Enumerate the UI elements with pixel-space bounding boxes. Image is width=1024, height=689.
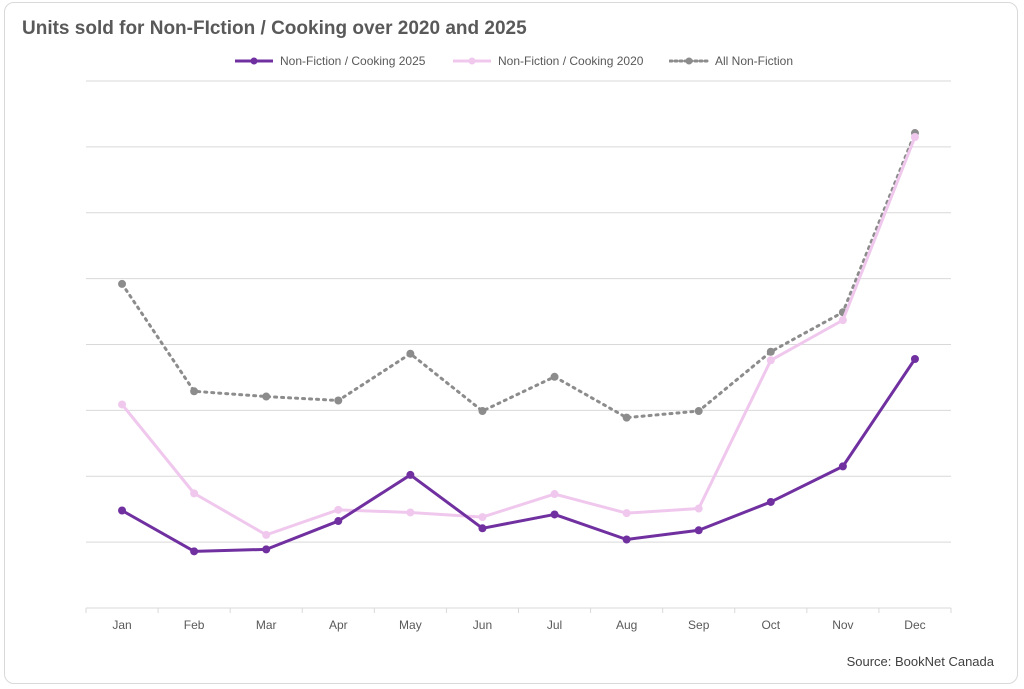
x-tick-label: Nov <box>832 618 853 632</box>
legend-label-2020: Non-Fiction / Cooking 2020 <box>498 54 644 68</box>
data-point-all-nonfiction <box>622 413 631 422</box>
x-tick-label: Oct <box>761 618 780 632</box>
data-point-2020 <box>334 505 343 514</box>
legend-label-all-nonfiction: All Non-Fiction <box>715 54 794 68</box>
data-point-all-nonfiction <box>262 392 271 401</box>
x-tick-label: May <box>399 618 422 632</box>
data-point-all-nonfiction <box>118 279 127 288</box>
data-point-2025 <box>478 524 487 533</box>
x-tick-label: Dec <box>904 618 925 632</box>
data-point-2020 <box>118 400 127 409</box>
data-point-2020 <box>766 356 775 365</box>
x-tick-label: Jul <box>547 618 562 632</box>
data-point-2025 <box>694 526 703 535</box>
legend-item-2025: Non-Fiction / Cooking 2025 <box>234 51 425 71</box>
data-point-all-nonfiction <box>550 372 559 381</box>
data-point-2020 <box>478 513 487 522</box>
data-point-2020 <box>694 504 703 513</box>
data-point-2025 <box>838 462 847 471</box>
x-tick-label: Jun <box>473 618 492 632</box>
data-point-2025 <box>118 506 127 515</box>
data-point-2025 <box>190 547 199 556</box>
data-point-2025 <box>262 545 271 554</box>
data-point-all-nonfiction <box>190 387 199 396</box>
data-point-2025 <box>334 517 343 526</box>
data-point-2020 <box>622 509 631 518</box>
legend-swatch-all-nonfiction <box>669 57 709 65</box>
x-tick-label: Mar <box>256 618 277 632</box>
x-tick-label: Sep <box>688 618 710 632</box>
data-point-2020 <box>550 490 559 499</box>
x-tick-label: Feb <box>184 618 205 632</box>
data-point-2025 <box>622 535 631 544</box>
legend: Non-Fiction / Cooking 2025 Non-Fiction /… <box>0 51 1024 71</box>
source-note: Source: BookNet Canada <box>846 654 994 669</box>
data-point-all-nonfiction <box>694 407 703 416</box>
series-line-2025 <box>121 358 917 553</box>
data-point-2025 <box>910 354 919 363</box>
data-point-2020 <box>910 132 919 141</box>
data-point-2020 <box>262 530 271 539</box>
data-point-all-nonfiction <box>406 349 415 358</box>
legend-swatch-2020 <box>453 57 491 65</box>
data-point-all-nonfiction <box>334 396 343 405</box>
legend-swatch-2025 <box>235 57 273 65</box>
data-point-all-nonfiction <box>766 347 775 356</box>
data-point-2020 <box>838 316 847 325</box>
x-tick-label: Aug <box>616 618 637 632</box>
legend-item-2020: Non-Fiction / Cooking 2020 <box>452 51 643 71</box>
data-point-2020 <box>190 489 199 498</box>
legend-item-all-nonfiction: All Non-Fiction <box>669 51 793 71</box>
x-tick-label: Apr <box>329 618 348 632</box>
legend-label-2025: Non-Fiction / Cooking 2025 <box>280 54 426 68</box>
chart-card <box>4 2 1018 684</box>
series-line-all-nonfiction <box>120 131 917 420</box>
data-point-all-nonfiction <box>478 407 487 416</box>
data-point-2025 <box>550 510 559 519</box>
series-line-2020 <box>120 136 917 537</box>
data-point-2020 <box>406 508 415 517</box>
chart-title: Units sold for Non-FIction / Cooking ove… <box>22 18 527 39</box>
data-point-2025 <box>766 497 775 506</box>
data-point-2025 <box>406 470 415 479</box>
x-tick-label: Jan <box>112 618 131 632</box>
